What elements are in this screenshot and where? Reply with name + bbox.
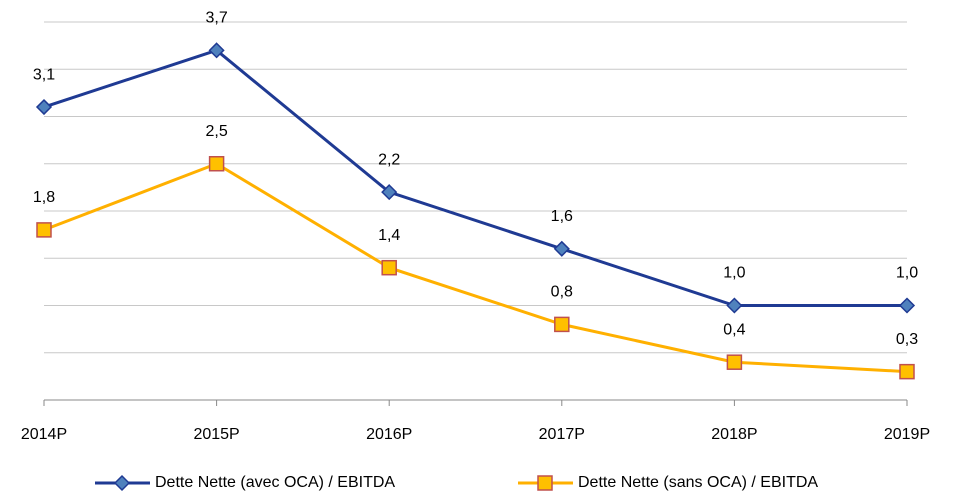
point bbox=[381, 184, 398, 201]
data-label: 0,3 bbox=[896, 331, 918, 348]
data-label: 1,6 bbox=[551, 208, 573, 225]
data-label: 2,5 bbox=[205, 123, 227, 140]
point bbox=[208, 156, 225, 172]
point bbox=[208, 42, 225, 59]
series-line bbox=[43, 48, 907, 307]
data-label: 3,7 bbox=[205, 10, 227, 27]
point bbox=[899, 363, 915, 380]
data-label: 0,4 bbox=[723, 321, 745, 338]
series-line bbox=[43, 162, 908, 374]
data-label: 3,1 bbox=[33, 66, 55, 83]
data-label: 0,8 bbox=[551, 284, 573, 301]
point bbox=[898, 297, 916, 314]
data-label: 1,0 bbox=[896, 265, 918, 282]
point bbox=[554, 316, 570, 333]
point bbox=[35, 98, 53, 116]
data-label: 2,2 bbox=[378, 151, 400, 168]
point bbox=[726, 354, 743, 370]
data-label: 1,4 bbox=[378, 227, 400, 244]
legend-label: Dette Nette (avec OCA) / EBITDA bbox=[155, 474, 395, 491]
data-label: 1,8 bbox=[33, 189, 55, 206]
x-tick-label: 2014P bbox=[21, 426, 67, 443]
point bbox=[726, 297, 743, 314]
x-tick-label: 2016P bbox=[366, 426, 412, 443]
x-tick-label: 2018P bbox=[711, 426, 757, 443]
point bbox=[381, 259, 397, 276]
point bbox=[553, 240, 570, 257]
x-tick-label: 2017P bbox=[539, 426, 585, 443]
legend-label: Dette Nette (sans OCA) / EBITDA bbox=[578, 474, 818, 491]
point bbox=[36, 222, 52, 238]
x-tick-label: 2019P bbox=[884, 426, 930, 443]
legend-marker bbox=[537, 475, 553, 491]
x-tick-label: 2015P bbox=[193, 426, 239, 443]
legend-marker bbox=[113, 474, 131, 492]
data-label: 1,0 bbox=[723, 265, 745, 282]
